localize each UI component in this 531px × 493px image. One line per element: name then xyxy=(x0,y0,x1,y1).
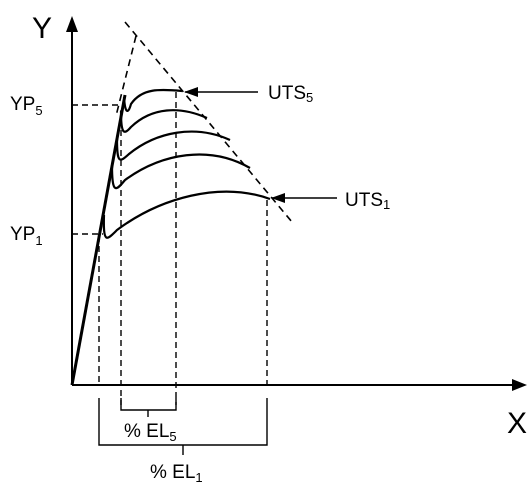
curve-5 xyxy=(122,88,183,112)
el5-label: % EL5 xyxy=(124,421,177,444)
yp5-label: YP5 xyxy=(10,94,43,118)
y-axis-label: Y xyxy=(32,12,52,45)
x-axis-label: X xyxy=(507,407,527,440)
curve-4 xyxy=(119,109,208,133)
envelope-upper-dashed xyxy=(124,21,293,223)
envelope-left-dashed xyxy=(115,35,137,117)
uts5-label: UTS5 xyxy=(268,83,313,105)
el1-label: % EL1 xyxy=(150,462,203,485)
el1-bracket xyxy=(98,398,268,455)
el5-bracket xyxy=(120,398,177,417)
curve-1 xyxy=(102,190,271,239)
y-axis-arrow-icon xyxy=(66,16,78,32)
curve-3 xyxy=(115,130,231,161)
yp1-label: YP1 xyxy=(10,224,43,248)
uts1-label: UTS1 xyxy=(345,190,390,212)
curve-2 xyxy=(110,153,251,190)
x-axis-arrow-icon xyxy=(512,379,527,391)
